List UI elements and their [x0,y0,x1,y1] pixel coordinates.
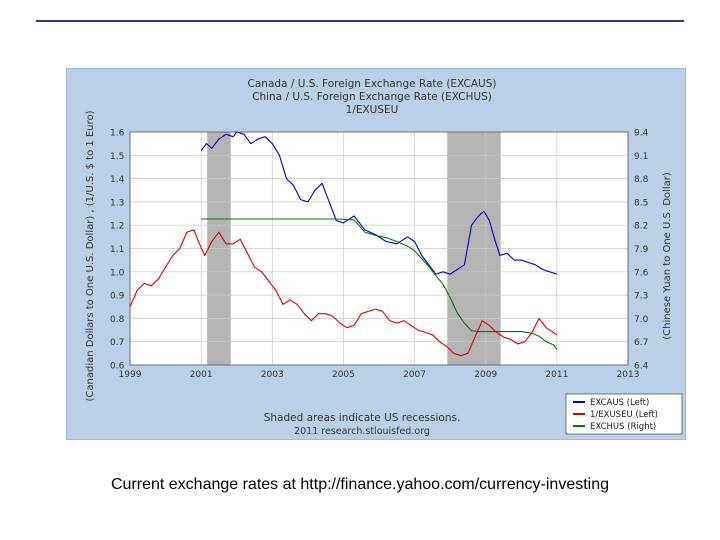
series-excaus-line [200,131,558,275]
y-left-tick-label: 1.6 [110,129,125,139]
legend-label-exchus: EXCHUS (Right) [590,422,656,432]
legend-label-excaus: EXCAUS (Left) [590,398,649,408]
y-right-tick-label: 7.9 [634,245,649,255]
y-left-tick-label: 1.0 [110,268,125,278]
y-left-tick-label: 0.8 [110,315,125,325]
y-right-tick-label: 8.2 [634,222,648,232]
plot-border [129,131,629,366]
source-credit: 2011 research.stlouisfed.org [294,426,430,437]
x-tick-label: 2009 [474,370,497,380]
x-tick-label: 2011 [545,370,568,380]
legend: EXCAUS (Left) 1/EXUSEU (Left) EXCHUS (Ri… [565,393,683,435]
y-left-tick-label: 0.7 [110,338,124,348]
y-right-tick-label: 6.4 [634,362,649,372]
y-right-tick-label: 9.1 [634,152,648,162]
chart-title-line-3: 1/EXUSEU [346,104,399,116]
y-axis-label-right: (Chinese Yuan to One U.S. Dollar) [662,172,673,340]
y-axis-label-left: (Canadian Dollars to One U.S. Dollar) , … [85,110,96,401]
y-right-tick-label: 7.6 [634,268,649,278]
legend-label-exuseu: 1/EXUSEU (Left) [590,410,658,420]
chart-frame: Canada / U.S. Foreign Exchange Rate (EXC… [65,67,687,441]
y-right-tick-label: 8.8 [634,175,649,185]
x-tick-label: 2007 [403,370,426,380]
plot-area: 0.6 6.4 0.7 6.7 0.8 7.0 0.9 7.3 1.0 7.6 1.1 7.9 1.2 8… [110,129,649,381]
y-right-tick-label: 9.4 [634,129,649,139]
legend-box [565,393,683,435]
recession-note: Shaded areas indicate US recessions. [264,412,461,424]
y-left-tick-label: 1.5 [110,152,124,162]
x-tick-label: 1999 [119,370,142,380]
chart-title-line-2: China / U.S. Foreign Exchange Rate (EXCH… [252,91,492,103]
x-tick-label: 2005 [332,370,355,380]
y-left-tick-label: 1.3 [110,198,124,208]
chart-title-line-1: Canada / U.S. Foreign Exchange Rate (EXC… [248,78,497,90]
series-exchus-line [201,218,558,350]
y-right-tick-label: 6.7 [634,338,648,348]
y-left-tick-label: 1.2 [110,222,124,232]
y-right-tick-label: 7.0 [634,315,649,325]
y-left-tick-label: 1.4 [110,175,125,185]
y-right-tick-label: 8.5 [634,198,648,208]
series-exuseu-line [129,229,558,357]
x-tick-label: 2013 [617,370,640,380]
y-left-tick-label: 1.1 [110,245,124,255]
y-right-tick-label: 7.3 [634,292,648,302]
y-left-tick-label: 0.9 [110,292,125,302]
exchange-rate-chart: Canada / U.S. Foreign Exchange Rate (EXC… [65,67,687,441]
caption: Current exchange rates at http://finance… [110,476,610,493]
x-tick-label: 2001 [190,370,213,380]
top-rule [36,20,684,22]
y-left-tick-label: 0.6 [110,362,125,372]
x-tick-label: 2003 [261,370,284,380]
